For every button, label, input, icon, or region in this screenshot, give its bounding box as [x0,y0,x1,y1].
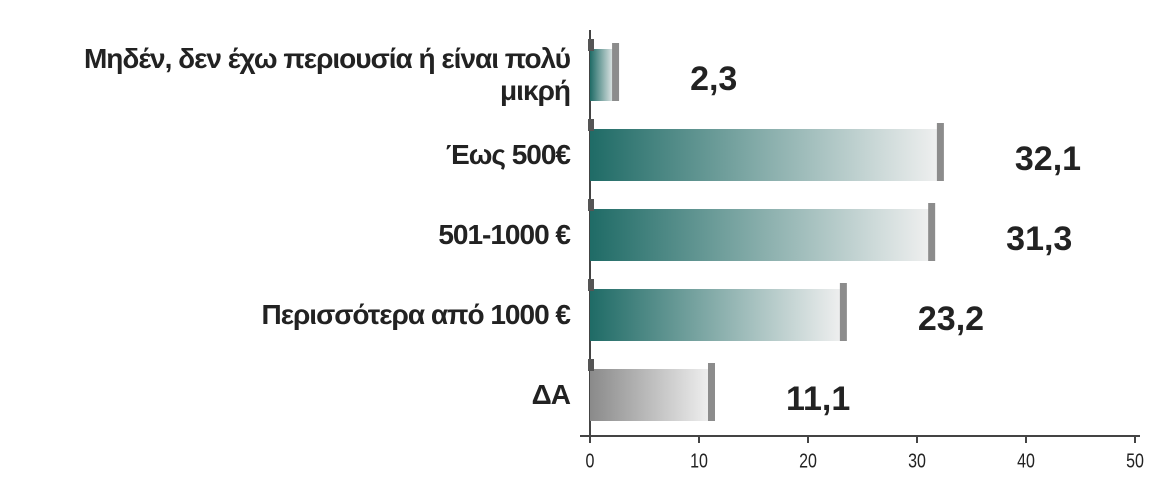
category-label: 501-1000 € [438,219,571,250]
x-tick-label: 40 [1017,450,1035,472]
x-tick-label: 20 [799,450,817,472]
bar [590,129,940,181]
value-label: 2,3 [690,60,737,98]
category-label: Μηδέν, δεν έχω περιουσία ή είναι πολύ μι… [83,43,571,106]
bar-cap [928,203,936,261]
value-label: 31,3 [1006,220,1072,258]
bar-stub [588,199,594,211]
value-label: 11,1 [786,380,850,418]
x-tick-label: 0 [586,450,595,472]
bar-cap [936,123,944,181]
bar-stub [588,359,594,371]
x-tick-label: 10 [690,450,708,472]
x-tick-label: 50 [1126,450,1144,472]
bar [590,369,711,421]
bar-stub [588,279,594,291]
bar [590,289,843,341]
bar-cap [839,283,847,341]
value-label: 32,1 [1015,140,1081,178]
bar-cap [707,363,715,421]
bar [590,49,616,101]
bar-stub [588,119,594,131]
category-label: Περισσότερα από 1000 € [261,299,571,330]
bar [590,209,932,261]
bar-cap [612,43,620,101]
category-label: Έως 500€ [445,139,571,170]
category-label: ΔΑ [531,379,571,410]
value-label: 23,2 [918,300,984,338]
bar-stub [588,39,594,51]
x-tick-label: 30 [908,450,926,472]
